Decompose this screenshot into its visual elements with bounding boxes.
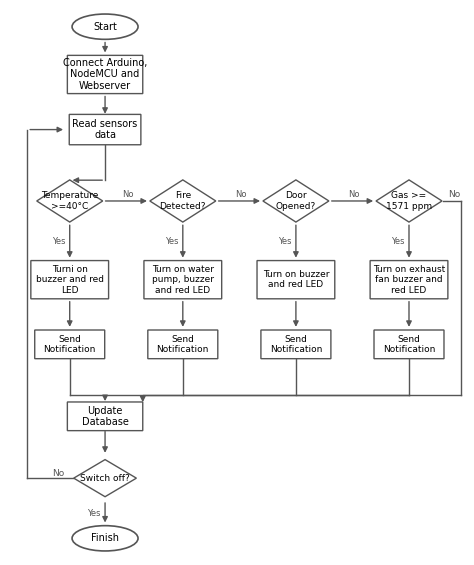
Text: Update
Database: Update Database	[82, 406, 128, 427]
Text: Fire
Detected?: Fire Detected?	[160, 192, 206, 211]
Text: Send
Notification: Send Notification	[383, 334, 435, 354]
Text: No: No	[447, 190, 460, 199]
Text: Start: Start	[93, 21, 117, 32]
Text: Yes: Yes	[165, 237, 179, 246]
Text: Temperature
>=40°C: Temperature >=40°C	[41, 192, 99, 211]
Text: Send
Notification: Send Notification	[156, 334, 209, 354]
Text: Yes: Yes	[392, 237, 405, 246]
Text: Switch off?: Switch off?	[80, 473, 130, 483]
Text: Send
Notification: Send Notification	[270, 334, 322, 354]
Text: No: No	[235, 190, 246, 199]
Text: Send
Notification: Send Notification	[44, 334, 96, 354]
Text: Read sensors
data: Read sensors data	[73, 119, 137, 140]
Text: Yes: Yes	[88, 508, 101, 518]
Text: Yes: Yes	[52, 237, 65, 246]
Text: No: No	[348, 190, 360, 199]
Text: Turn on buzzer
and red LED: Turn on buzzer and red LED	[263, 270, 329, 289]
Text: Finish: Finish	[91, 533, 119, 544]
Text: Turn on exhaust
fan buzzer and
red LED: Turn on exhaust fan buzzer and red LED	[373, 265, 445, 294]
Text: Connect Arduino,
NodeMCU and
Webserver: Connect Arduino, NodeMCU and Webserver	[63, 58, 147, 91]
Text: Gas >=
1571 ppm: Gas >= 1571 ppm	[386, 192, 432, 211]
Text: Door
Opened?: Door Opened?	[276, 192, 316, 211]
Text: Yes: Yes	[278, 237, 292, 246]
Text: Turn on water
pump, buzzer
and red LED: Turn on water pump, buzzer and red LED	[152, 265, 214, 294]
Text: No: No	[52, 468, 64, 477]
Text: No: No	[122, 190, 133, 199]
Text: Turni on
buzzer and red
LED: Turni on buzzer and red LED	[36, 265, 104, 294]
